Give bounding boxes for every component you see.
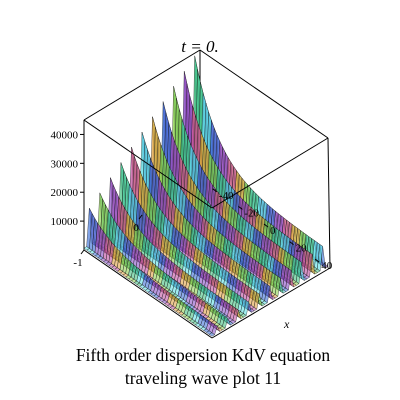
z-tick-label: 30000 bbox=[51, 158, 79, 170]
chart-title: t = 0. bbox=[181, 37, 218, 56]
x-axis: -40 -20 0 20 40 bbox=[212, 188, 333, 272]
box-edge-right-vertical bbox=[327, 137, 331, 269]
y-tick-mark bbox=[80, 249, 85, 255]
box-edge-base-front bbox=[83, 249, 213, 339]
surface-patch bbox=[208, 332, 215, 337]
x-tick-mark bbox=[212, 188, 218, 193]
box-edge-top bbox=[83, 49, 201, 121]
x-tick-mark bbox=[289, 241, 294, 246]
x-tick-label: 20 bbox=[296, 243, 308, 255]
x-axis-label: x bbox=[283, 317, 290, 331]
box-edge-base-front bbox=[211, 267, 331, 339]
x-tick-label: -40 bbox=[219, 190, 234, 202]
x-tick-mark bbox=[238, 205, 243, 210]
z-tick-label: 10000 bbox=[51, 216, 79, 228]
z-tick-label: 40000 bbox=[51, 129, 79, 141]
bounding-box-front bbox=[83, 119, 331, 339]
y-tick-label: 0 bbox=[133, 222, 139, 234]
box-edge-top-front bbox=[83, 119, 213, 209]
y-axis: -1 0 bbox=[73, 214, 143, 269]
x-tick-label: 40 bbox=[321, 260, 333, 272]
x-tick-label: 0 bbox=[270, 225, 276, 237]
z-axis: 10000 20000 30000 40000 bbox=[51, 129, 84, 228]
x-tick-mark bbox=[314, 258, 320, 263]
y-tick-mark bbox=[138, 214, 143, 220]
x-tick-mark bbox=[263, 223, 269, 228]
box-edge-top-front bbox=[211, 137, 329, 209]
y-tick-label: -1 bbox=[73, 257, 82, 269]
caption-line-2: traveling wave plot 11 bbox=[125, 368, 281, 388]
box-edge-top bbox=[199, 49, 329, 139]
z-tick-label: 20000 bbox=[51, 187, 79, 199]
x-tick-label: -20 bbox=[244, 207, 259, 219]
surface-mesh bbox=[83, 55, 329, 337]
caption-line-1: Fifth order dispersion KdV equation bbox=[76, 345, 331, 365]
